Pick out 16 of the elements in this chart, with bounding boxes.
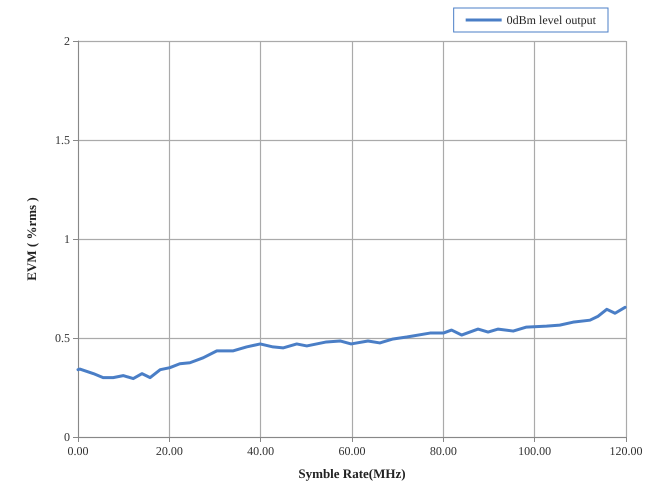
x-axis-title: Symble Rate(MHz) (298, 466, 406, 481)
x-tick-label: 120.00 (610, 444, 642, 458)
x-tick-label: 100.00 (518, 444, 552, 458)
y-tick-label: 2 (64, 34, 70, 48)
legend-label: 0dBm level output (506, 13, 597, 27)
y-tick-label: 0 (64, 430, 70, 444)
x-tick-label: 20.00 (156, 444, 183, 458)
y-axis-title: EVM ( %rms ) (24, 197, 39, 281)
line-series (76, 306, 627, 380)
y-tick-label: 1 (64, 232, 70, 246)
x-tick-label: 0.00 (68, 444, 88, 458)
x-tick-label: 80.00 (430, 444, 457, 458)
y-tick-label: 1.5 (55, 133, 70, 147)
y-tick-label: 0.5 (55, 331, 70, 345)
x-tick-label: 40.00 (247, 444, 274, 458)
x-tick-label: 60.00 (338, 444, 366, 458)
